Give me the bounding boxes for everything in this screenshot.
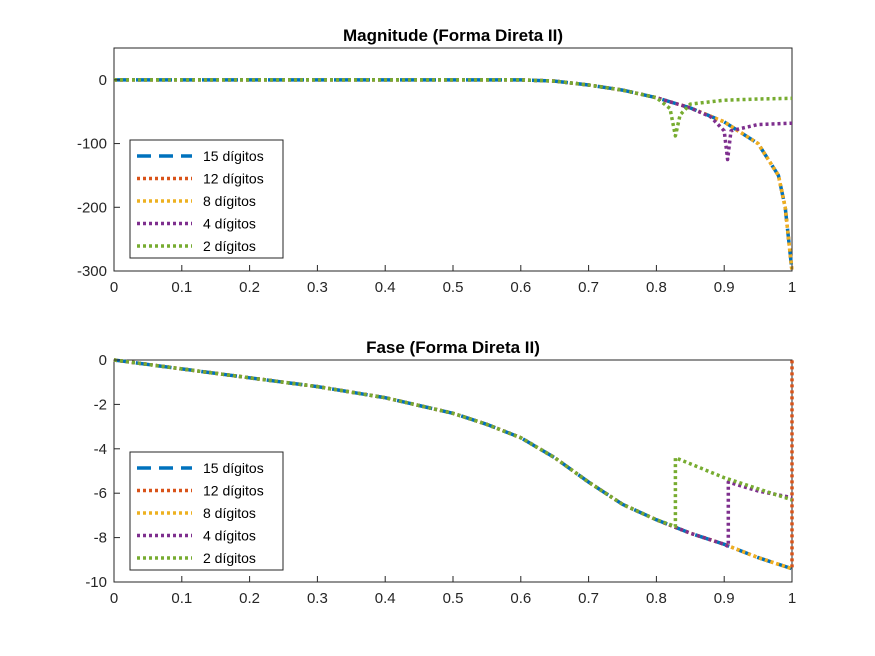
phase-y-tick-label: 0 xyxy=(99,352,107,369)
magnitude-x-tick-label: 0.1 xyxy=(171,279,192,296)
magnitude-y-tick-label: -200 xyxy=(77,199,107,216)
phase-x-tick-label: 0 xyxy=(110,590,118,607)
magnitude-legend-box xyxy=(129,139,284,259)
phase-x-tick-label: 0.4 xyxy=(375,590,396,607)
phase-x-tick-label: 0.1 xyxy=(171,590,192,607)
magnitude-series xyxy=(114,78,794,272)
magnitude-ticks: 0 0.1 0.2 0.3 0.4 0.5 0.6 0.7 0.8 0.9 1 0 -100 -200 -3… xyxy=(77,72,796,296)
phase-y-tick-label: -6 xyxy=(94,485,107,502)
magnitude-x-tick-label: 0.8 xyxy=(646,279,667,296)
magnitude-title: Magnitude (Forma Direta II) xyxy=(343,26,563,45)
phase-title: Fase (Forma Direta II) xyxy=(366,338,540,357)
magnitude-x-tick-label: 0.4 xyxy=(375,279,396,296)
phase-y-tick-label: -2 xyxy=(94,396,107,413)
phase-legend-label: 8 dígitos xyxy=(203,505,256,521)
phase-y-tick-label: -8 xyxy=(94,530,107,547)
magnitude-x-tick-label: 0.5 xyxy=(443,279,464,296)
magnitude-series-15-digitos xyxy=(114,78,794,272)
phase-legend-label: 12 dígitos xyxy=(203,483,264,499)
phase-series-2-digitos xyxy=(113,358,793,529)
magnitude-legend-label: 2 dígitos xyxy=(203,238,256,254)
magnitude-series-4-digitos xyxy=(114,78,793,162)
phase-x-tick-label: 0.2 xyxy=(239,590,260,607)
magnitude-x-tick-label: 0.2 xyxy=(239,279,260,296)
magnitude-legend-label: 8 dígitos xyxy=(203,193,256,209)
phase-y-tick-label: -10 xyxy=(85,574,107,591)
phase-legend-label: 2 dígitos xyxy=(203,550,256,566)
magnitude-x-tick-label: 0.9 xyxy=(714,279,735,296)
phase-x-tick-label: 0.8 xyxy=(646,590,667,607)
phase-legend-label: 4 dígitos xyxy=(203,528,256,544)
magnitude-series-2-digitos xyxy=(114,78,793,138)
phase-axes: Fase (Forma Direta II) 0 0.1 0.2 0.3 0.4 0.5 0… xyxy=(85,338,796,607)
phase-series-15-digitos xyxy=(113,358,793,571)
magnitude-legend-label: 4 dígitos xyxy=(203,216,256,232)
phase-legend-label: 15 dígitos xyxy=(203,460,264,476)
phase-legend: 15 dígitos 12 dígitos 8 dígitos 4 dígitos 2 … xyxy=(129,451,284,571)
magnitude-y-tick-label: -300 xyxy=(77,263,107,280)
phase-x-tick-label: 1 xyxy=(788,590,796,607)
magnitude-legend-label: 12 dígitos xyxy=(203,171,264,187)
magnitude-legend-label: 15 dígitos xyxy=(203,148,264,164)
magnitude-x-tick-label: 0.3 xyxy=(307,279,328,296)
magnitude-x-tick-label: 0.7 xyxy=(578,279,599,296)
phase-x-tick-label: 0.9 xyxy=(714,590,735,607)
phase-legend-box xyxy=(129,451,284,571)
magnitude-x-tick-label: 0.6 xyxy=(510,279,531,296)
magnitude-y-tick-label: -100 xyxy=(77,136,107,153)
magnitude-axes: Magnitude (Forma Direta II) 0 0.1 0.2 0.3 0.… xyxy=(77,26,796,296)
phase-x-tick-label: 0.3 xyxy=(307,590,328,607)
magnitude-legend: 15 dígitos 12 dígitos 8 dígitos 4 dígitos 2 … xyxy=(129,139,284,259)
phase-y-tick-label: -4 xyxy=(94,441,107,458)
magnitude-x-tick-label: 0 xyxy=(110,279,118,296)
magnitude-x-tick-label: 1 xyxy=(788,279,796,296)
phase-ticks: 0 0.1 0.2 0.3 0.4 0.5 0.6 0.7 0.8 0.9 1 0 -2 -4 -6 -8 -1… xyxy=(85,352,796,607)
phase-series xyxy=(113,358,794,571)
phase-x-tick-label: 0.6 xyxy=(510,590,531,607)
phase-x-tick-label: 0.5 xyxy=(443,590,464,607)
magnitude-y-tick-label: 0 xyxy=(99,72,107,89)
phase-x-tick-label: 0.7 xyxy=(578,590,599,607)
